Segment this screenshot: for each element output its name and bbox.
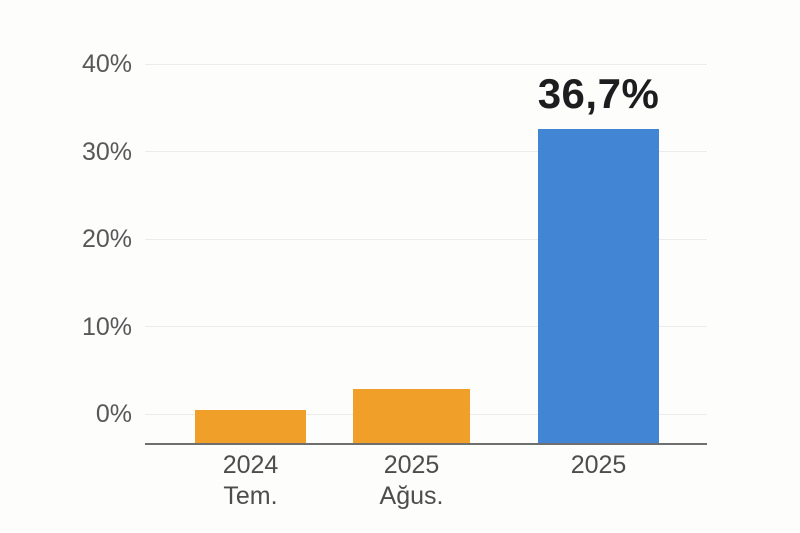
gridline (145, 151, 707, 152)
bar-value-label: 36,7% (537, 69, 660, 117)
bar (353, 388, 470, 444)
x-axis-line (145, 442, 707, 445)
x-category-label: Tem. (223, 482, 278, 510)
y-tick-label: 30% (81, 137, 132, 166)
y-tick-label: 40% (81, 50, 132, 78)
gridline (145, 238, 707, 240)
x-category-label: 2025 (570, 451, 627, 479)
x-category-label: Ağus. (379, 482, 444, 510)
gridline (145, 326, 707, 327)
x-category-label: 2024 (222, 451, 279, 479)
bar (195, 409, 306, 444)
bar (538, 128, 659, 444)
y-tick-label: 0% (95, 400, 132, 428)
x-category-label: 2025 (383, 451, 440, 479)
y-tick-label: 20% (81, 225, 132, 253)
y-tick-label: 10% (81, 312, 132, 341)
gridline (145, 63, 707, 65)
